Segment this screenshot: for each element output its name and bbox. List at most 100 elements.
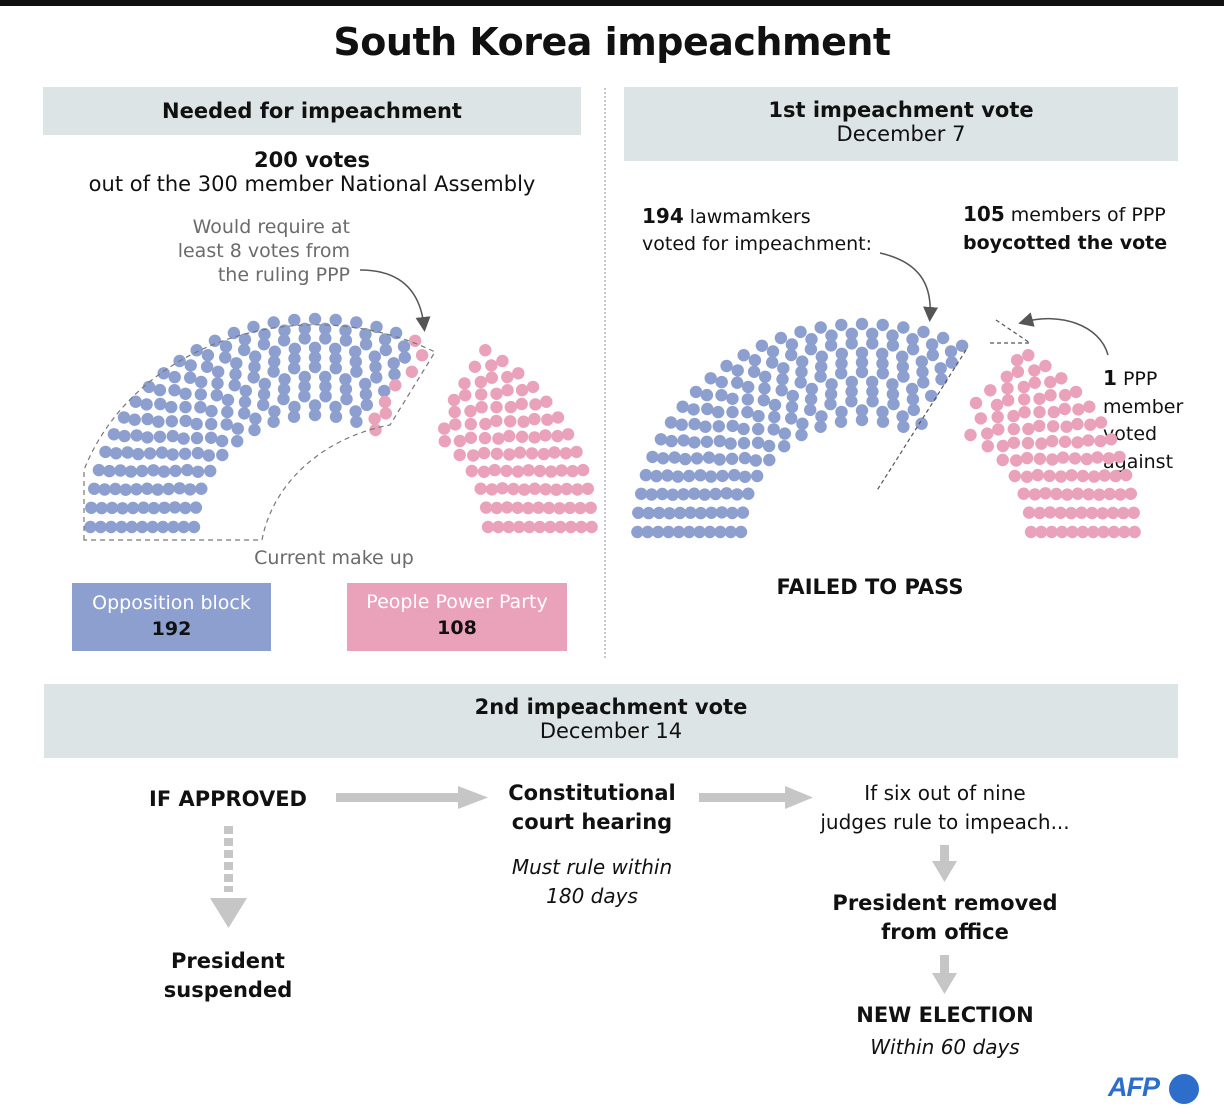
first-seat-for [814, 321, 827, 334]
first-seat-for [936, 331, 950, 345]
first-seat-for [663, 507, 676, 520]
needed-outline [83, 324, 436, 541]
needed-seat-ppp [468, 360, 482, 373]
needed-seat-opposition [319, 380, 332, 393]
first-seat-for [866, 385, 879, 398]
first-seat-for [684, 506, 697, 519]
first-seat-boycott [1033, 506, 1046, 520]
page-title: South Korea impeachment [333, 20, 891, 64]
first-seat-for [652, 506, 666, 520]
needed-seat-opposition [189, 501, 203, 514]
president-suspended: President suspended [118, 947, 338, 1005]
first-seat-for [715, 389, 728, 402]
needed-seat-opposition [308, 312, 322, 326]
needed-seat-opposition [268, 405, 281, 418]
first-seat-for [724, 525, 737, 539]
first-seat-for [688, 436, 701, 449]
first-seat-for [757, 394, 770, 407]
needed-seat-opposition [387, 357, 400, 370]
needed-seat-opposition [118, 429, 131, 443]
needed-seat-ppp [496, 482, 509, 495]
first-seat-boycott [1098, 469, 1111, 482]
first-seat-for [845, 337, 858, 350]
needed-seat-opposition [397, 340, 411, 353]
needed-seat-ppp [458, 377, 471, 390]
needed-seat-opposition [257, 388, 271, 401]
first-seat-boycott [974, 412, 987, 425]
needed-seat-opposition [136, 520, 149, 534]
needed-seat-opposition [137, 501, 150, 514]
flow-arrows [210, 786, 957, 994]
needed-seat-ppp [474, 375, 487, 389]
first-seat-boycott [1011, 365, 1025, 378]
first-seat-boycott [1075, 506, 1088, 519]
first-seat-boycott [1093, 488, 1106, 501]
against-text1: PPP [1122, 368, 1158, 390]
needed-seat-opposition [166, 429, 179, 443]
needed-seat-ppp [492, 520, 505, 534]
needed-seat-opposition [184, 359, 197, 372]
first-seat-for [824, 387, 838, 401]
first-seat-for [786, 389, 799, 403]
needed-seat-opposition [157, 465, 171, 478]
first-seat-boycott [1055, 372, 1068, 385]
needed-seat-opposition [166, 448, 179, 461]
needed-seat-opposition [319, 370, 332, 384]
needed-seat-ppp [560, 482, 573, 496]
needed-seat-ppp [544, 465, 558, 478]
needed-seat-opposition [370, 371, 383, 384]
needed-seat-ppp [501, 370, 514, 384]
first-seat-boycott [1045, 525, 1058, 539]
needed-seat-ppp [522, 464, 535, 477]
needed-seat-opposition [105, 501, 119, 515]
needed-seat-opposition [216, 448, 229, 462]
needed-seat-opposition [212, 365, 225, 378]
needed-seat-opposition [168, 370, 181, 384]
needed-seat-opposition [178, 447, 192, 460]
boycott-count: 105 [963, 202, 1005, 226]
needed-seat-ppp [566, 464, 579, 478]
needed-seat-opposition [277, 334, 291, 347]
needed-seat-ppp [564, 520, 578, 534]
boycott-note: 105 members of PPP boycotted the vote [963, 200, 1167, 257]
needed-seat-ppp [479, 344, 492, 357]
needed-seat-ppp [465, 464, 478, 478]
needed-seat-opposition [191, 465, 205, 478]
first-seat-for [725, 452, 739, 465]
needed-seat-ppp [481, 520, 495, 534]
needed-seat-ppp [517, 415, 530, 428]
first-seat-boycott [1028, 488, 1042, 501]
first-seat-for [728, 468, 741, 482]
first-seat-for [751, 469, 764, 483]
first-seat-for [824, 339, 838, 352]
arrow-judges-to-removed [932, 845, 957, 882]
needed-seat-opposition [288, 342, 301, 355]
needed-seat-opposition [329, 313, 342, 327]
needed-seat-ppp [485, 359, 498, 372]
needed-seat-opposition [165, 415, 178, 428]
needed-seat-opposition [350, 415, 363, 428]
first-seat-for [704, 372, 717, 385]
first-seat-boycott [1124, 487, 1138, 500]
first-seat-for [906, 333, 919, 346]
needed-seat-ppp [533, 464, 547, 478]
needed-seat-opposition [258, 328, 271, 341]
needed-seat-opposition [349, 405, 362, 418]
first-seat-for [855, 365, 869, 379]
needed-seat-opposition [181, 463, 194, 477]
needed-seat-opposition [211, 377, 224, 390]
voted-for-text1: lawmamkers [689, 206, 811, 228]
first-seat-for [700, 435, 714, 448]
first-seat-for [742, 487, 755, 500]
first-seat-boycott [1033, 419, 1046, 433]
votes-needed-rest: out of the 300 member National Assembly [88, 172, 536, 196]
needed-seat-opposition [153, 383, 167, 397]
constitutional-court: Constitutional court hearing [471, 779, 713, 837]
parliament-needed [84, 312, 598, 534]
needed-seat-opposition [329, 410, 343, 423]
needed-seat-opposition [121, 446, 134, 459]
first-seat-for [805, 382, 818, 396]
needed-seat-opposition [238, 407, 251, 420]
needed-seat-opposition [168, 384, 181, 397]
needed-seat-opposition [187, 520, 201, 534]
